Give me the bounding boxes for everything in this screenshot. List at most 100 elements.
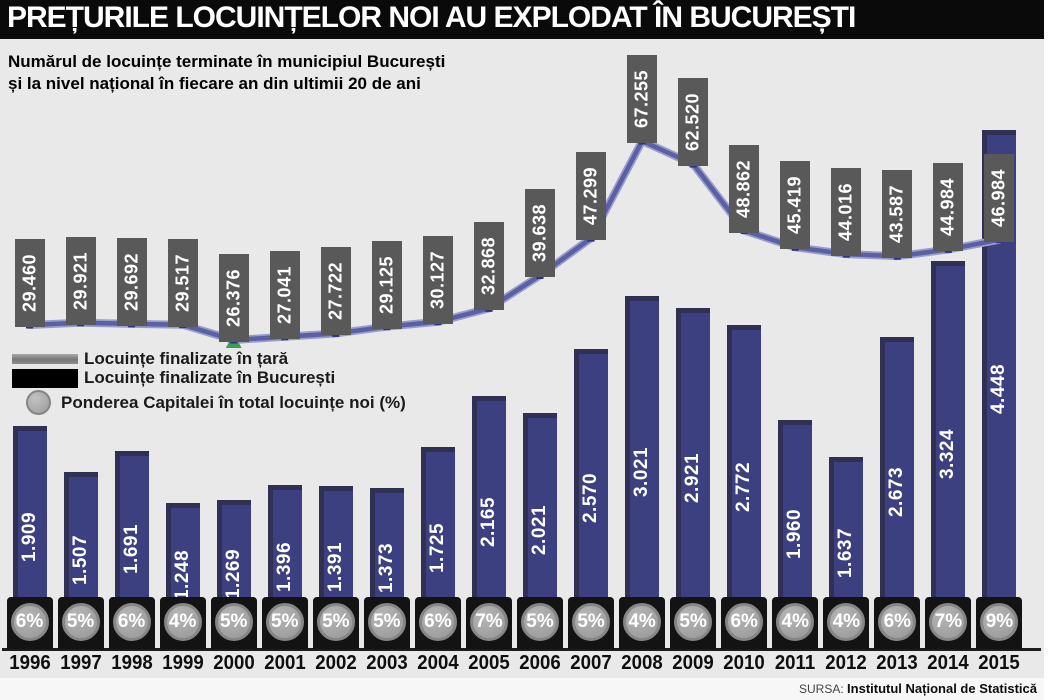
bucharest-bar: 3.021 [625,296,660,648]
bar-value-label: 1.391 [324,541,346,592]
national-value-label: 27.041 [269,250,300,339]
bucharest-bar: 3.324 [931,260,966,648]
legend-label: Locuințe finalizate în București [84,368,336,387]
source-note: SURSA: Institutul Național de Statistică [799,681,1037,696]
bar-value-label: 1.396 [273,541,295,592]
legend-label: Locuințe finalizate în țară [84,349,289,368]
national-value-label: 29.921 [65,236,96,325]
national-value-label: 46.984 [984,153,1015,242]
percent-badge: 4% [623,603,662,641]
bar-value-label: 2.021 [529,505,550,556]
national-value-label: 30.127 [422,235,453,324]
source-name: Institutul Național de Statistică [847,681,1037,696]
subtitle: Numărul de locuințe terminate în municip… [8,51,445,95]
subtitle-line-2: și la nivel național în fiecare an din u… [8,74,421,93]
year-label: 2014 [927,652,970,674]
national-value-text: 29.517 [172,253,193,312]
percent-value: 5% [373,611,401,632]
percent-value: 6% [730,611,758,632]
national-value-label: 26.376 [218,254,249,342]
percent-badge: 7% [469,603,508,641]
bar-value-label: 3.324 [937,429,959,480]
national-value-label: 29.692 [116,237,147,326]
percent-badge: 6% [418,603,457,641]
legend-item-national: Locuințe finalizate în țară [12,349,288,369]
percent-badge: 5% [265,603,304,641]
bar-value-label: 1.909 [18,511,40,562]
percent-badge: 6% [878,603,917,641]
national-value-text: 27.041 [274,265,295,324]
bar-value-label: 1.507 [69,535,91,586]
percent-value: 4% [628,611,656,632]
percent-badge: 4% [163,603,202,641]
national-value-label: 47.299 [576,152,607,241]
year-label: 2009 [672,652,714,674]
year-label: 2002 [315,652,357,674]
page-edge [1044,0,1049,700]
page-title: PREȚURILE LOCUINȚELOR NOI AU EXPLODAT ÎN… [7,1,856,34]
year-label: 2013 [876,652,919,674]
percent-value: 5% [526,611,554,632]
year-label: 2015 [978,652,1021,674]
year-label: 1997 [59,652,102,674]
percent-value: 5% [271,611,299,632]
percent-badge: 9% [980,603,1019,641]
national-value-text: 29.125 [376,255,397,314]
year-label: 1998 [110,652,153,674]
year-label: 1999 [161,652,204,674]
percent-value: 5% [66,611,95,632]
national-value-text: 67.255 [631,69,652,129]
bar-value-label: 1.248 [171,550,193,601]
national-value-text: 46.984 [988,168,1009,227]
x-axis-line [2,648,1041,651]
national-value-text: 29.692 [121,252,142,311]
percent-value: 7% [475,611,503,632]
national-value-text: 26.376 [223,268,244,328]
gray-bar-swatch-icon [12,354,78,364]
national-value-text: 62.520 [682,93,703,152]
bar-value-label: 1.960 [784,508,806,559]
year-label: 2006 [519,652,561,674]
bar-value-label: 2.921 [682,452,704,503]
national-value-label: 29.460 [14,238,45,327]
national-value-text: 43.587 [886,185,907,244]
percent-value: 7% [934,611,963,632]
percent-value: 9% [985,611,1014,632]
bucharest-bar: 2.772 [727,325,762,648]
year-label: 1996 [8,652,51,674]
national-value-text: 48.862 [733,159,754,218]
percent-badge: 5% [214,603,253,641]
bar-value-label: 1.725 [426,522,448,573]
percent-value: 4% [781,611,809,632]
bar-value-label: 1.269 [222,549,244,600]
national-value-label: 39.638 [525,189,555,278]
national-value-label: 43.587 [882,170,913,259]
source-prefix: SURSA: [799,682,844,696]
percent-badge: 7% [929,603,968,641]
national-value-text: 45.419 [784,176,805,235]
year-label: 2001 [264,652,306,674]
national-value-text: 39.638 [529,204,550,263]
bar-value-label: 1.373 [375,542,397,594]
year-label: 2003 [366,652,408,674]
national-value-label: 67.255 [627,55,658,143]
percent-value: 6% [15,611,44,632]
national-value-label: 44.984 [933,163,964,252]
bar-value-label: 3.021 [631,446,653,498]
national-value-text: 30.127 [427,250,448,309]
percent-badge: 5% [61,603,100,641]
percent-value: 6% [117,611,146,632]
footer-strip [0,678,1044,700]
black-bar-swatch-icon [12,368,78,388]
legend-item-bucharest: Locuințe finalizate în București [12,368,335,388]
percent-value: 6% [883,611,912,632]
percent-value: 4% [832,611,861,632]
year-label: 2008 [621,652,663,674]
bucharest-bar: 2.921 [676,307,711,648]
bar-value-label: 1.637 [835,527,857,578]
bar-value-label: 4.448 [988,363,1010,414]
percent-badge: 5% [674,603,713,641]
national-value-label: 45.419 [780,161,811,250]
year-label: 2011 [775,652,816,674]
